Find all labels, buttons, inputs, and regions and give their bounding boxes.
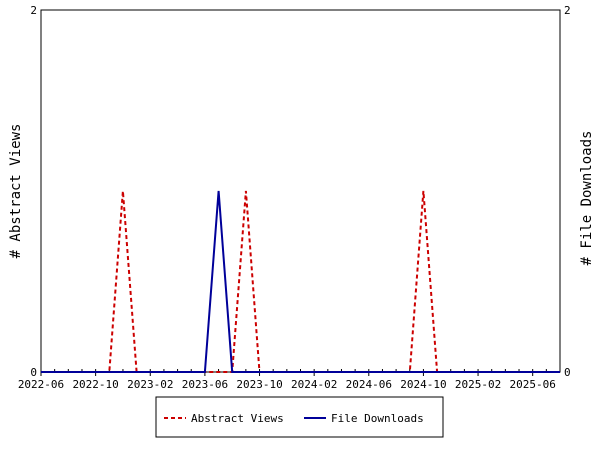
y-left-tick-label: 0 xyxy=(30,366,37,379)
x-tick-label: 2024-10 xyxy=(400,378,446,391)
y-right-tick-label: 2 xyxy=(564,4,571,17)
y-left-axis-title: # Abstract Views xyxy=(8,124,24,259)
x-tick-label: 2025-06 xyxy=(510,378,556,391)
x-tick-label: 2023-06 xyxy=(182,378,228,391)
y-right-axis-title: # File Downloads xyxy=(579,131,595,266)
series-line-file-downloads xyxy=(41,190,560,373)
x-tick-label: 2025-02 xyxy=(455,378,501,391)
series-line-abstract-views xyxy=(41,190,560,373)
y-axis-tick-labels: 0 2 0 2 xyxy=(30,4,570,379)
legend-label-file-downloads: File Downloads xyxy=(331,412,424,425)
x-tick-label: 2024-06 xyxy=(346,378,392,391)
y-left-tick-label: 2 xyxy=(30,4,37,17)
legend: Abstract Views File Downloads xyxy=(155,396,444,438)
legend-box xyxy=(155,396,444,438)
series-layer xyxy=(41,190,560,373)
x-tick-label: 2024-02 xyxy=(291,378,337,391)
plot-area xyxy=(40,9,561,373)
x-tick-label: 2023-10 xyxy=(236,378,282,391)
y-right-tick-label: 0 xyxy=(564,366,571,379)
x-tick-label: 2023-02 xyxy=(127,378,173,391)
x-axis-tick-labels: 2022-06 2022-10 2023-02 2023-06 2023-10 2024-… xyxy=(18,378,556,391)
x-tick-label: 2022-06 xyxy=(18,378,64,391)
legend-label-abstract-views: Abstract Views xyxy=(191,412,284,425)
x-tick-label: 2022-10 xyxy=(72,378,118,391)
